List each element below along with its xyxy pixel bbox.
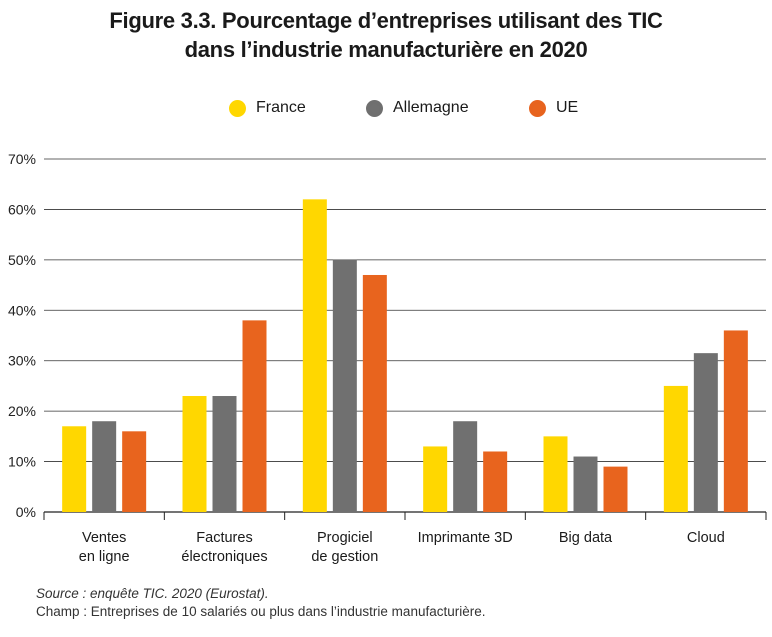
chart-title-line2: dans l’industrie manufacturière en 2020 bbox=[184, 37, 588, 62]
x-category-label: Progiciel bbox=[317, 530, 373, 546]
legend-label-ue: UE bbox=[556, 99, 579, 116]
bar-ue-4 bbox=[603, 466, 628, 512]
legend-item-ue: UE bbox=[529, 96, 578, 120]
x-category-label: Factures bbox=[196, 530, 252, 546]
y-tick-label: 60% bbox=[8, 201, 36, 217]
bar-france-5 bbox=[663, 385, 688, 512]
x-category-label: Cloud bbox=[687, 530, 725, 546]
bar-allemagne-1 bbox=[212, 396, 237, 512]
bar-france-2 bbox=[302, 199, 327, 512]
legend-label-france: France bbox=[256, 99, 306, 116]
bar-ue-1 bbox=[242, 320, 267, 512]
bar-france-3 bbox=[423, 446, 448, 512]
y-tick-label: 30% bbox=[8, 353, 36, 369]
bar-chart: 0% 10% 20% 30% 40% 50% 60% 70% Ventes en ligne Fac… bbox=[8, 151, 767, 565]
legend-swatch-allemagne bbox=[366, 99, 383, 117]
bar-ue-0 bbox=[122, 431, 147, 512]
y-tick-label: 40% bbox=[8, 302, 36, 318]
x-category-label: en ligne bbox=[79, 549, 130, 565]
x-category-label: électroniques bbox=[181, 549, 267, 565]
bar-allemagne-5 bbox=[693, 353, 718, 512]
x-category-label: de gestion bbox=[311, 549, 378, 565]
bar-allemagne-0 bbox=[92, 421, 117, 512]
chart-legend: France Allemagne UE bbox=[0, 96, 772, 120]
y-tick-label: 20% bbox=[8, 403, 36, 419]
bar-allemagne-2 bbox=[332, 259, 357, 512]
source-note: Source : enquête TIC. 2020 (Eurostat). bbox=[36, 586, 269, 601]
scope-note: Champ : Entreprises de 10 salariés ou pl… bbox=[36, 604, 486, 619]
chart-footer: Source : enquête TIC. 2020 (Eurostat). C… bbox=[36, 585, 485, 621]
legend-item-allemagne: Allemagne bbox=[366, 96, 469, 120]
x-category-label: Ventes bbox=[82, 530, 126, 546]
legend-swatch-ue bbox=[529, 99, 546, 117]
bar-ue-3 bbox=[483, 451, 508, 512]
y-tick-label: 50% bbox=[8, 252, 36, 268]
bar-france-0 bbox=[62, 426, 87, 512]
chart-title: Figure 3.3. Pourcentage d’entreprises ut… bbox=[0, 6, 772, 64]
legend-item-france: France bbox=[229, 96, 306, 120]
legend-swatch-france bbox=[229, 99, 246, 117]
x-category-label: Imprimante 3D bbox=[418, 530, 513, 546]
y-tick-label: 10% bbox=[8, 454, 36, 470]
chart-title-line1: Figure 3.3. Pourcentage d’entreprises ut… bbox=[109, 8, 663, 33]
y-tick-label: 0% bbox=[16, 504, 36, 520]
bar-allemagne-3 bbox=[453, 421, 478, 512]
x-category-label: Big data bbox=[559, 530, 613, 546]
legend-label-allemagne: Allemagne bbox=[393, 99, 469, 116]
bar-ue-5 bbox=[723, 330, 748, 512]
y-tick-label: 70% bbox=[8, 151, 36, 167]
bar-allemagne-4 bbox=[573, 456, 598, 512]
bar-france-1 bbox=[182, 396, 207, 512]
bar-ue-2 bbox=[362, 274, 387, 512]
bar-france-4 bbox=[543, 436, 568, 512]
